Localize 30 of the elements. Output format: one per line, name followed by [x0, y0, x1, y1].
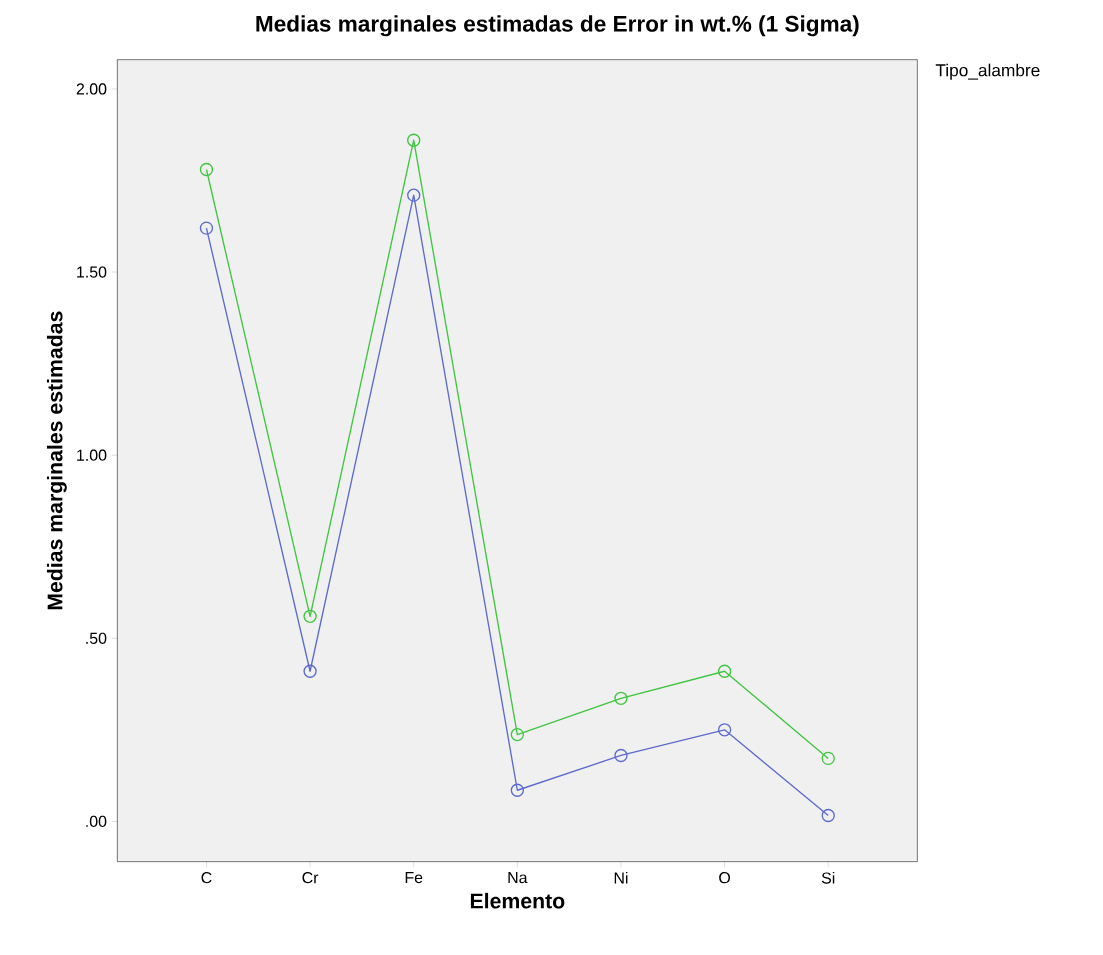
point — [407, 133, 421, 147]
point — [510, 783, 525, 797]
x-tick-label: O — [719, 872, 731, 884]
point — [303, 609, 317, 623]
legend-title: Tipo_alambre — [935, 63, 1040, 80]
point — [199, 162, 214, 177]
x-tick-label: Cr — [302, 872, 319, 884]
point — [717, 723, 732, 737]
x-tick-label: Si — [821, 872, 835, 884]
point — [821, 751, 835, 766]
y-tick-label: 2.00 — [76, 83, 107, 95]
y-tick-label: .00 — [86, 815, 107, 828]
x-tick-label: Fe — [405, 872, 423, 884]
chart-title: Medias marginales estimadas de Error in wt.% (1 Sigma) — [256, 15, 859, 37]
point — [510, 727, 525, 742]
point — [303, 664, 317, 678]
point — [614, 748, 628, 763]
x-tick-label: Ni — [614, 872, 628, 884]
x-axis-title: Elemento — [470, 892, 565, 909]
y-tick-label: 1.00 — [77, 449, 107, 461]
point — [614, 691, 628, 705]
y-tick-label: 1.50 — [77, 266, 107, 278]
y-tick-label: .50 — [86, 632, 107, 644]
point — [717, 664, 732, 678]
point — [407, 188, 421, 202]
y-axis-title: Medias marginales estimadas — [46, 311, 67, 610]
x-tick-label: C — [201, 872, 212, 884]
x-tick-label: Na — [508, 872, 528, 884]
point — [821, 808, 835, 823]
point — [199, 221, 214, 235]
